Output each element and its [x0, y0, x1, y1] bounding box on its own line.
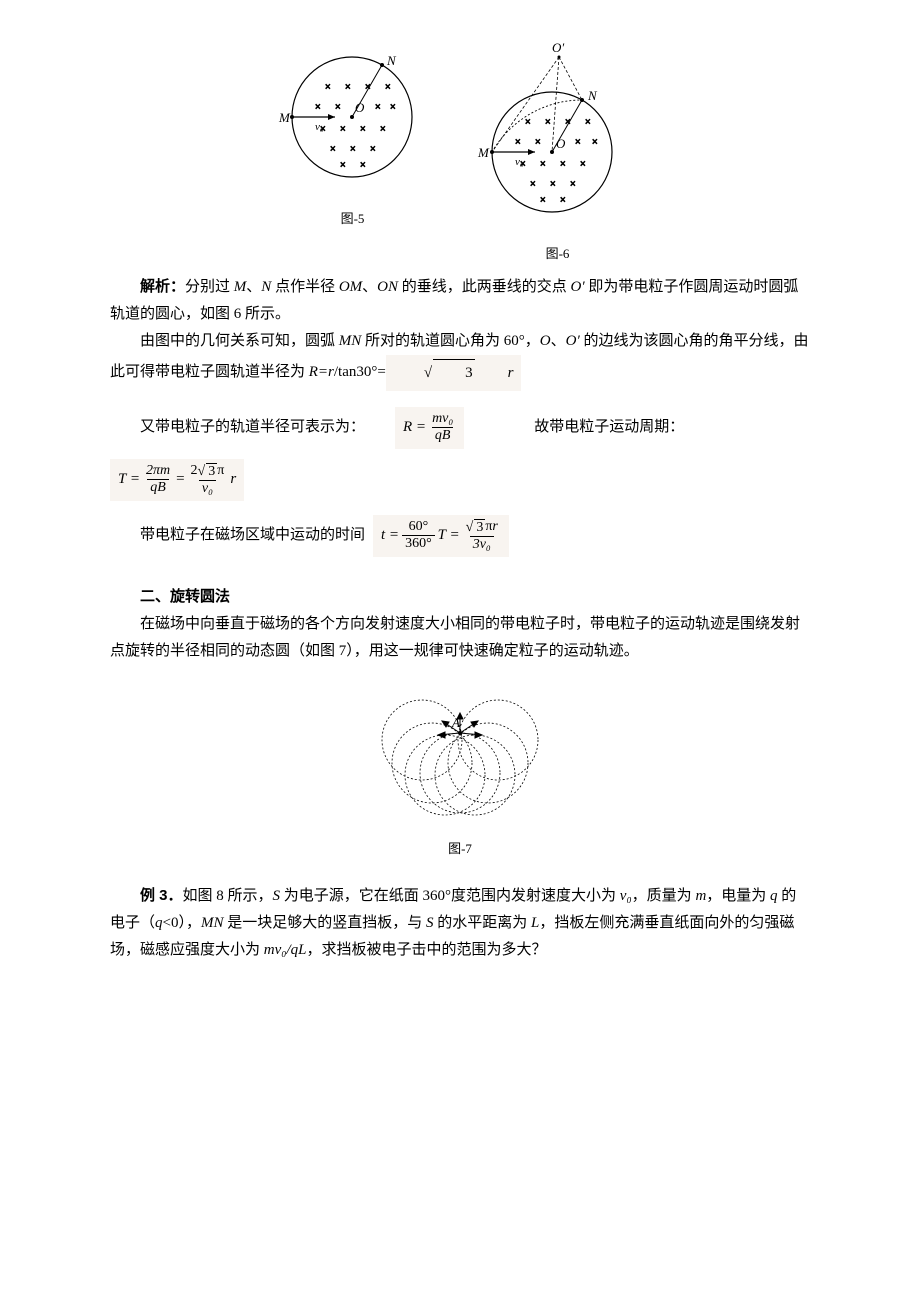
svg-text:M: M: [477, 145, 490, 160]
svg-text:×: ×: [345, 82, 351, 93]
eq-sqrt3r: √3r: [386, 355, 522, 391]
svg-text:×: ×: [560, 159, 566, 170]
svg-text:×: ×: [390, 102, 396, 113]
svg-text:×: ×: [385, 82, 391, 93]
svg-text:×: ×: [370, 144, 376, 155]
figure-5-caption: 图-5: [275, 207, 430, 230]
svg-text:×: ×: [575, 137, 581, 148]
svg-text:×: ×: [535, 137, 541, 148]
svg-text:×: ×: [565, 117, 571, 128]
formula-R-line: 又带电粒子的轨道半径可表示为： R = mv₀ qB 故带电粒子运动周期：: [110, 407, 810, 448]
svg-text:×: ×: [585, 117, 591, 128]
figure-5-svg: ×××× ×××× ×××× ××× ×× M O N v₀: [275, 40, 430, 195]
svg-text:×: ×: [545, 117, 551, 128]
svg-text:v₀: v₀: [315, 121, 324, 133]
svg-text:×: ×: [360, 160, 366, 171]
svg-text:×: ×: [330, 144, 336, 155]
svg-text:N: N: [587, 88, 598, 103]
svg-text:×: ×: [335, 102, 341, 113]
svg-text:×: ×: [592, 137, 598, 148]
eq-t: t = 60° 360° T = √3πr 3v₀: [373, 515, 509, 557]
svg-text:×: ×: [380, 124, 386, 135]
svg-text:×: ×: [340, 124, 346, 135]
section-2-title: 二、旋转圆法: [110, 583, 810, 611]
svg-text:M: M: [278, 110, 291, 125]
svg-text:×: ×: [560, 195, 566, 206]
svg-text:×: ×: [570, 179, 576, 190]
figure-7-caption: 图-7: [448, 837, 472, 860]
analysis-para-2: 由图中的几何关系可知，圆弧 MN 所对的轨道圆心角为 60°，O、O′ 的边线为…: [110, 328, 810, 391]
svg-text:O: O: [556, 136, 566, 151]
figure-7: A 图-7: [110, 685, 810, 860]
figure-5: ×××× ×××× ×××× ××× ×× M O N v₀ 图-5: [275, 40, 430, 265]
svg-text:×: ×: [340, 160, 346, 171]
analysis-label: 解析：: [140, 278, 185, 295]
example-3: 例 3．如图 8 所示，S 为电子源，它在纸面 360°度范围内发射速度大小为 …: [110, 882, 810, 964]
svg-text:×: ×: [580, 159, 586, 170]
svg-text:×: ×: [540, 195, 546, 206]
eq-R: R = mv₀ qB: [395, 407, 464, 448]
analysis-para-1: 解析：分别过 M、N 点作半径 OM、ON 的垂线，此两垂线的交点 O′ 即为带…: [110, 273, 810, 328]
eq-T: T = 2πm qB = 2√3π v₀ r: [110, 459, 244, 501]
formula-T-line: T = 2πm qB = 2√3π v₀ r: [110, 459, 810, 501]
svg-text:O′: O′: [552, 40, 564, 55]
svg-text:×: ×: [550, 179, 556, 190]
svg-text:×: ×: [515, 137, 521, 148]
formula-t-line: 带电粒子在磁场区域中运动的时间 t = 60° 360° T = √3πr 3v…: [110, 515, 810, 557]
example-3-label: 例 3．: [140, 887, 183, 904]
figure-6: O′ ×××× ×××× ×××× ××× ×× M O N: [470, 40, 645, 265]
svg-text:×: ×: [375, 102, 381, 113]
svg-text:×: ×: [525, 117, 531, 128]
svg-text:v₀: v₀: [515, 156, 524, 168]
svg-text:×: ×: [360, 124, 366, 135]
svg-text:×: ×: [315, 102, 321, 113]
figure-6-caption: 图-6: [470, 242, 645, 265]
section-2-para: 在磁场中向垂直于磁场的各个方向发射速度大小相同的带电粒子时，带电粒子的运动轨迹是…: [110, 611, 810, 665]
svg-text:×: ×: [530, 179, 536, 190]
figure-row-5-6: ×××× ×××× ×××× ××× ×× M O N v₀ 图-5: [110, 40, 810, 265]
svg-text:×: ×: [350, 144, 356, 155]
svg-text:×: ×: [365, 82, 371, 93]
svg-text:×: ×: [540, 159, 546, 170]
svg-text:N: N: [386, 53, 397, 68]
figure-6-svg: O′ ×××× ×××× ×××× ××× ×× M O N: [470, 40, 645, 230]
figure-7-svg: A: [360, 685, 560, 835]
svg-text:×: ×: [325, 82, 331, 93]
